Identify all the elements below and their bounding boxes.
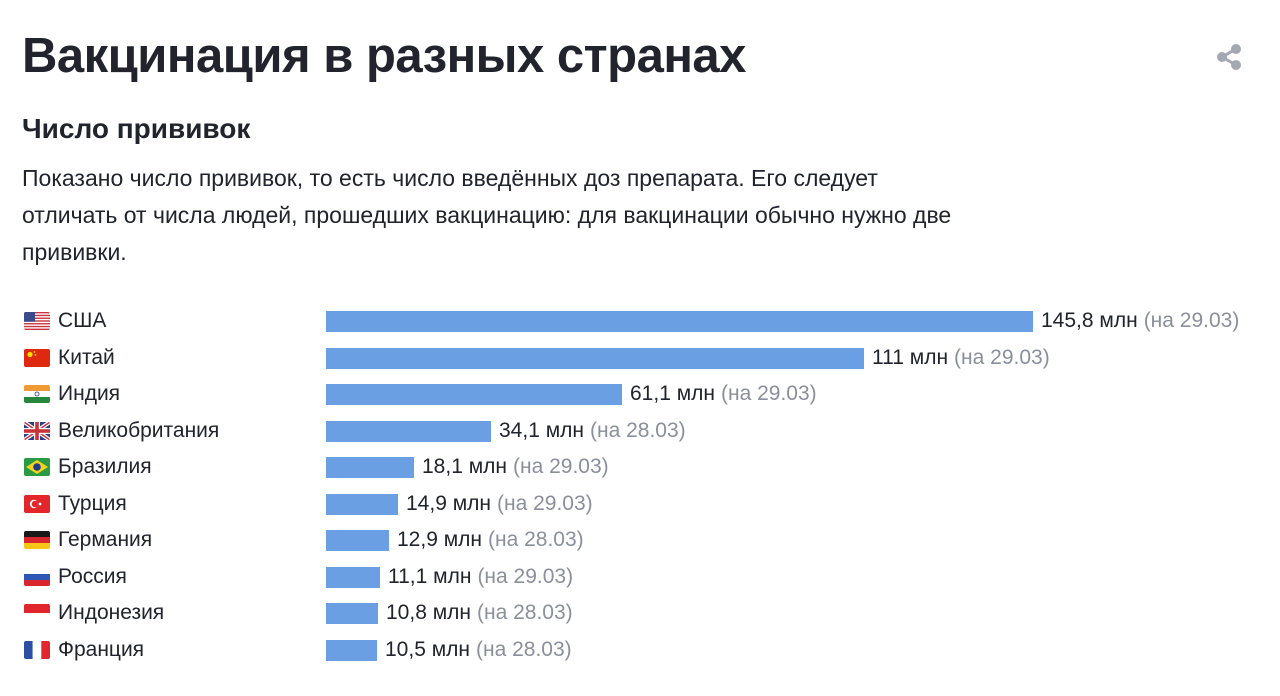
date-label: (на 29.03): [477, 564, 574, 588]
bar: [326, 311, 1033, 332]
value-number: 61,1 млн: [630, 382, 715, 405]
date-label: (на 29.03): [1143, 309, 1240, 332]
flag-ru-icon: [24, 567, 50, 586]
flag-gb-icon: [24, 421, 50, 440]
value-number: 11,1 млн: [388, 564, 472, 588]
value-label: 11,1 млн (на 29.03): [388, 564, 573, 590]
page-title: Вакцинация в разных странах: [22, 29, 746, 83]
country-label: Франция: [58, 637, 145, 661]
bar-row: Бразилия 18,1 млн (на 29.03): [0, 448, 1280, 485]
bar: [326, 603, 378, 624]
date-label: (на 28.03): [477, 601, 573, 624]
chart-subtitle: Число прививок: [22, 113, 251, 144]
flag-us-icon: [24, 312, 50, 330]
country-label: Китай: [58, 345, 115, 369]
value-label: 18,1 млн (на 29.03): [422, 454, 609, 480]
bar: [326, 420, 491, 442]
flag-in-icon: [24, 385, 50, 403]
country-label: Бразилия: [58, 455, 152, 478]
value-label: 10,8 млн (на 28.03): [386, 600, 573, 626]
country-label: Россия: [58, 564, 127, 588]
country-label: Великобритания: [58, 418, 220, 442]
date-label: (на 29.03): [721, 382, 817, 405]
value-label: 34,1 млн (на 28.03): [499, 418, 686, 444]
country-label: Германия: [58, 528, 153, 551]
value-number: 34,1 млн: [499, 418, 584, 442]
bar-row: Турция 14,9 млн (на 29.03): [0, 485, 1280, 522]
value-number: 12,9 млн: [397, 528, 482, 551]
bar-row: Китай 111 млн (на 29.03): [0, 339, 1280, 376]
flag-br-icon: [24, 458, 50, 476]
value-number: 10,8 млн: [386, 601, 471, 624]
date-label: (на 29.03): [954, 345, 1050, 369]
bar-row: Россия 11,1 млн (на 29.03): [0, 558, 1280, 595]
bar: [326, 639, 377, 661]
bar-chart: США 145,8 млн (на 29.03) Китай 111 млн (на 29…: [0, 302, 1280, 667]
date-label: (на 28.03): [590, 418, 686, 442]
bar-row: Германия 12,9 млн (на 28.03): [0, 521, 1280, 558]
flag-tr-icon: [24, 494, 50, 513]
value-label: 61,1 млн (на 29.03): [630, 381, 817, 407]
bar: [326, 457, 414, 478]
value-label: 10,5 млн (на 28.03): [385, 637, 572, 663]
value-label: 145,8 млн (на 29.03): [1041, 308, 1239, 334]
country-label: Турция: [58, 491, 127, 515]
bar: [326, 384, 622, 405]
bar-row: Индонезия 10,8 млн (на 28.03): [0, 594, 1280, 631]
date-label: (на 29.03): [497, 491, 593, 515]
flag-cn-icon: [24, 348, 50, 367]
bar: [326, 530, 389, 551]
value-number: 111 млн: [872, 345, 949, 369]
value-label: 111 млн (на 29.03): [872, 345, 1050, 371]
flag-de-icon: [24, 531, 50, 549]
date-label: (на 28.03): [476, 637, 572, 661]
chart-description: Показано число прививок, то есть число в…: [22, 165, 952, 265]
date-label: (на 28.03): [488, 528, 584, 551]
bar-row: США 145,8 млн (на 29.03): [0, 302, 1280, 339]
bar: [326, 493, 398, 515]
flag-id-icon: [24, 604, 50, 622]
bar-row: Индия 61,1 млн (на 29.03): [0, 375, 1280, 412]
country-label: Индонезия: [58, 601, 165, 624]
bar: [326, 566, 380, 588]
value-number: 10,5 млн: [385, 637, 470, 661]
value-number: 18,1 млн: [422, 455, 507, 478]
date-label: (на 29.03): [513, 455, 609, 478]
flag-fr-icon: [24, 640, 50, 659]
bar-row: Великобритания 34,1 млн (на 28.03): [0, 412, 1280, 449]
country-label: Индия: [58, 382, 121, 405]
share-icon[interactable]: [1212, 40, 1246, 74]
value-label: 14,9 млн (на 29.03): [406, 491, 593, 517]
value-number: 14,9 млн: [406, 491, 491, 515]
bar-row: Франция 10,5 млн (на 28.03): [0, 631, 1280, 668]
country-label: США: [58, 309, 107, 332]
value-number: 145,8 млн: [1041, 309, 1138, 332]
bar: [326, 347, 864, 369]
value-label: 12,9 млн (на 28.03): [397, 527, 584, 553]
